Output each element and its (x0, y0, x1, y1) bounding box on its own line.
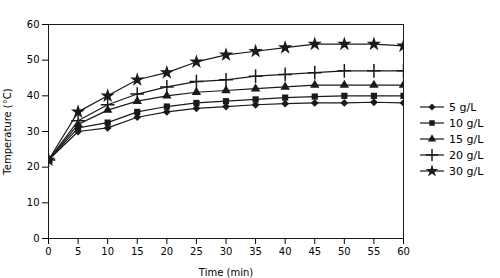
svg-text:0: 0 (33, 233, 39, 244)
svg-text:30: 30 (27, 126, 40, 137)
svg-text:Time (min): Time (min) (198, 267, 253, 278)
svg-text:0: 0 (45, 246, 51, 257)
svg-text:20: 20 (27, 161, 40, 172)
svg-text:40: 40 (279, 246, 292, 257)
svg-text:5: 5 (75, 246, 81, 257)
svg-text:30: 30 (220, 246, 233, 257)
svg-text:15: 15 (131, 246, 144, 257)
svg-text:Temperature (°C): Temperature (°C) (2, 88, 13, 175)
html-text:15 g/L: 15 g/L (449, 132, 484, 146)
svg-text:60: 60 (27, 19, 40, 30)
html-text:30 g/L: 30 g/L (449, 164, 484, 178)
svg-text:60: 60 (397, 246, 410, 257)
svg-text:25: 25 (190, 246, 203, 257)
html-text:10 g/L: 10 g/L (449, 116, 484, 130)
html-text:20 g/L: 20 g/L (449, 148, 484, 162)
svg-text:10: 10 (101, 246, 114, 257)
svg-text:35: 35 (249, 246, 262, 257)
svg-text:50: 50 (27, 54, 40, 65)
svg-text:10: 10 (27, 197, 40, 208)
svg-text:45: 45 (308, 246, 321, 257)
svg-text:55: 55 (368, 246, 381, 257)
svg-text:20: 20 (160, 246, 173, 257)
html-text:5 g/L: 5 g/L (449, 100, 477, 114)
svg-text:50: 50 (338, 246, 351, 257)
svg-text:40: 40 (27, 90, 40, 101)
